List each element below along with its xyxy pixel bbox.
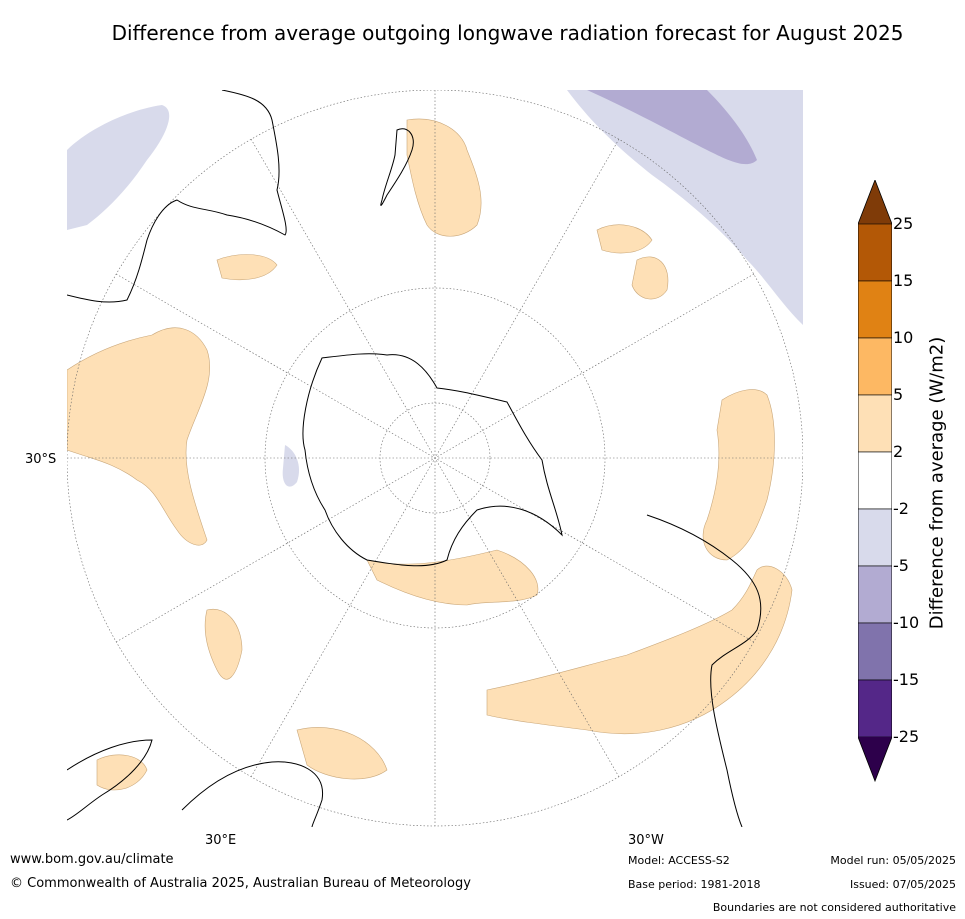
colorbar-tick-label: -5: [893, 556, 909, 575]
latitude-circle-middle: [264, 287, 606, 629]
anomaly-purple-light-tasman: [67, 105, 170, 230]
longitude-label-east: 30°E: [205, 833, 237, 848]
colorbar: [857, 178, 893, 785]
title-text: Difference from average outgoing longwav…: [111, 21, 904, 45]
colorbar-segment: [857, 280, 893, 339]
colorbar-extend-bottom: [858, 737, 892, 781]
anomaly-orange-weddell: [366, 549, 539, 606]
colorbar-tick-label: 5: [893, 385, 904, 404]
latitude-label: 30°S: [25, 452, 57, 467]
copyright-text: © Commonwealth of Australia 2025, Austra…: [10, 876, 471, 891]
graticule: [67, 90, 803, 827]
map-panel: [67, 90, 803, 827]
anomaly-orange-nz-pacific: [406, 118, 482, 237]
coastline-madagascar: [181, 761, 323, 827]
colorbar-tick-label: 25: [893, 214, 914, 233]
anomaly-orange-indian-ocean: [67, 327, 211, 546]
colorbar-tick-label: 2: [893, 442, 904, 461]
colorbar-tick-label: 15: [893, 271, 914, 290]
coastline-antarctica: [302, 353, 563, 567]
colorbar-tick-label: -25: [893, 727, 920, 746]
anomaly-orange-patch-6: [96, 754, 148, 791]
colorbar-segment: [857, 508, 893, 567]
disclaimer-text: Boundaries are not considered authoritat…: [712, 901, 956, 914]
coastline-africa: [67, 739, 153, 821]
polar-map: [67, 90, 803, 827]
colorbar-tick-label: 10: [893, 328, 914, 347]
colorbar-segment: [857, 223, 893, 282]
anomaly-purple-mid-pacific: [587, 90, 757, 165]
anomaly-orange-patch-2: [596, 224, 653, 254]
colorbar-tick-label: -10: [893, 613, 920, 632]
anomaly-purple-light-south: [282, 445, 300, 487]
coastlines: [67, 90, 762, 827]
anomaly-orange-areas: [67, 118, 793, 791]
colorbar-segment: [857, 451, 893, 510]
meridian-line: [115, 273, 755, 643]
coastline-new-zealand: [380, 128, 414, 206]
anomaly-orange-south-atlantic: [486, 565, 793, 735]
colorbar-segment: [857, 565, 893, 624]
anomaly-orange-patch-5: [296, 727, 388, 780]
colorbar-segment: [857, 394, 893, 453]
issued-text: Issued: 07/05/2025: [849, 878, 956, 891]
anomaly-orange-patch-1: [216, 254, 278, 281]
longitude-label-west: 30°W: [628, 833, 664, 848]
website-link[interactable]: www.bom.gov.au/climate: [10, 852, 174, 867]
coastline-australia: [67, 90, 287, 303]
colorbar-segment: [857, 337, 893, 396]
model-text: Model: ACCESS-S2: [628, 854, 730, 867]
colorbar-extend-top: [858, 180, 892, 224]
colorbar-graphic: [857, 178, 893, 783]
page-title: Difference from average outgoing longwav…: [0, 22, 965, 45]
anomaly-orange-patch-4: [204, 608, 243, 680]
coastline-south-america: [646, 514, 762, 827]
model-run-text: Model run: 05/05/2025: [830, 854, 956, 867]
colorbar-tick-label: -15: [893, 670, 920, 689]
colorbar-label: Difference from average (W/m2): [926, 336, 948, 630]
colorbar-segment: [857, 622, 893, 681]
base-period-text: Base period: 1981-2018: [628, 878, 761, 891]
colorbar-segment: [857, 679, 893, 738]
colorbar-tick-label: -2: [893, 499, 909, 518]
anomaly-orange-south-america: [702, 389, 775, 561]
anomaly-orange-patch-3: [631, 256, 669, 300]
